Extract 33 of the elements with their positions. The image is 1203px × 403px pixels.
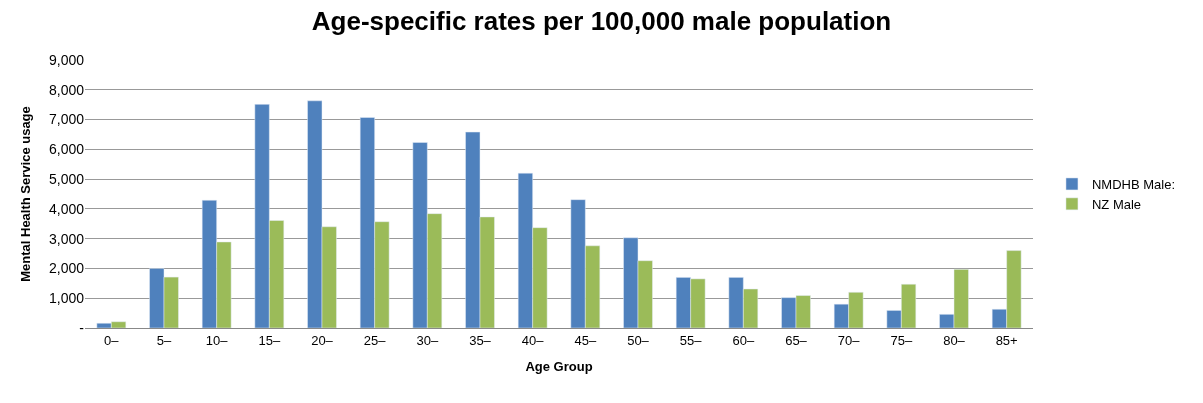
y-tick-label: 7,000 — [48, 111, 85, 128]
legend-label: NMDHB Male: — [1091, 177, 1176, 193]
x-tick-label: 0– — [104, 332, 120, 348]
legend-label: NZ Male — [1091, 196, 1142, 212]
x-tick-label: 85+ — [995, 332, 1018, 348]
y-tick-label: 1,000 — [48, 290, 85, 307]
x-tick-label: 65– — [785, 332, 808, 348]
y-tick-label: 6,000 — [48, 141, 85, 158]
y-tick-label: 9,000 — [48, 51, 85, 68]
x-tick-label: 45– — [574, 332, 597, 348]
x-tick-label: 80– — [943, 332, 966, 348]
x-tick-label: 5– — [156, 332, 172, 348]
y-tick-label: 5,000 — [48, 171, 85, 188]
y-tick-label: 4,000 — [48, 200, 85, 217]
x-tick-label: 50– — [627, 332, 650, 348]
x-axis-title: Age Group — [525, 359, 593, 375]
x-tick-label: 40– — [521, 332, 545, 348]
x-tick-label: 35– — [469, 332, 492, 348]
y-tick-label: 8,000 — [48, 81, 85, 98]
x-tick-label: 70– — [837, 332, 861, 348]
y-tick-label: 2,000 — [48, 260, 85, 277]
y-tick-label: 3,000 — [48, 230, 85, 247]
chart-title: Age-specific rates per 100,000 male population — [311, 6, 892, 37]
x-tick-label: 25– — [363, 332, 387, 348]
x-tick-label: 60– — [732, 332, 755, 348]
x-tick-label: 55– — [679, 332, 703, 348]
x-tick-label: 10– — [205, 332, 229, 348]
x-tick-label: 75– — [890, 332, 913, 348]
x-tick-label: 15– — [258, 332, 281, 348]
y-tick-label: - — [79, 319, 85, 336]
y-axis-title: Mental Health Service usage — [17, 106, 33, 282]
x-tick-label: 30– — [416, 332, 439, 348]
x-tick-label: 20– — [311, 332, 334, 348]
